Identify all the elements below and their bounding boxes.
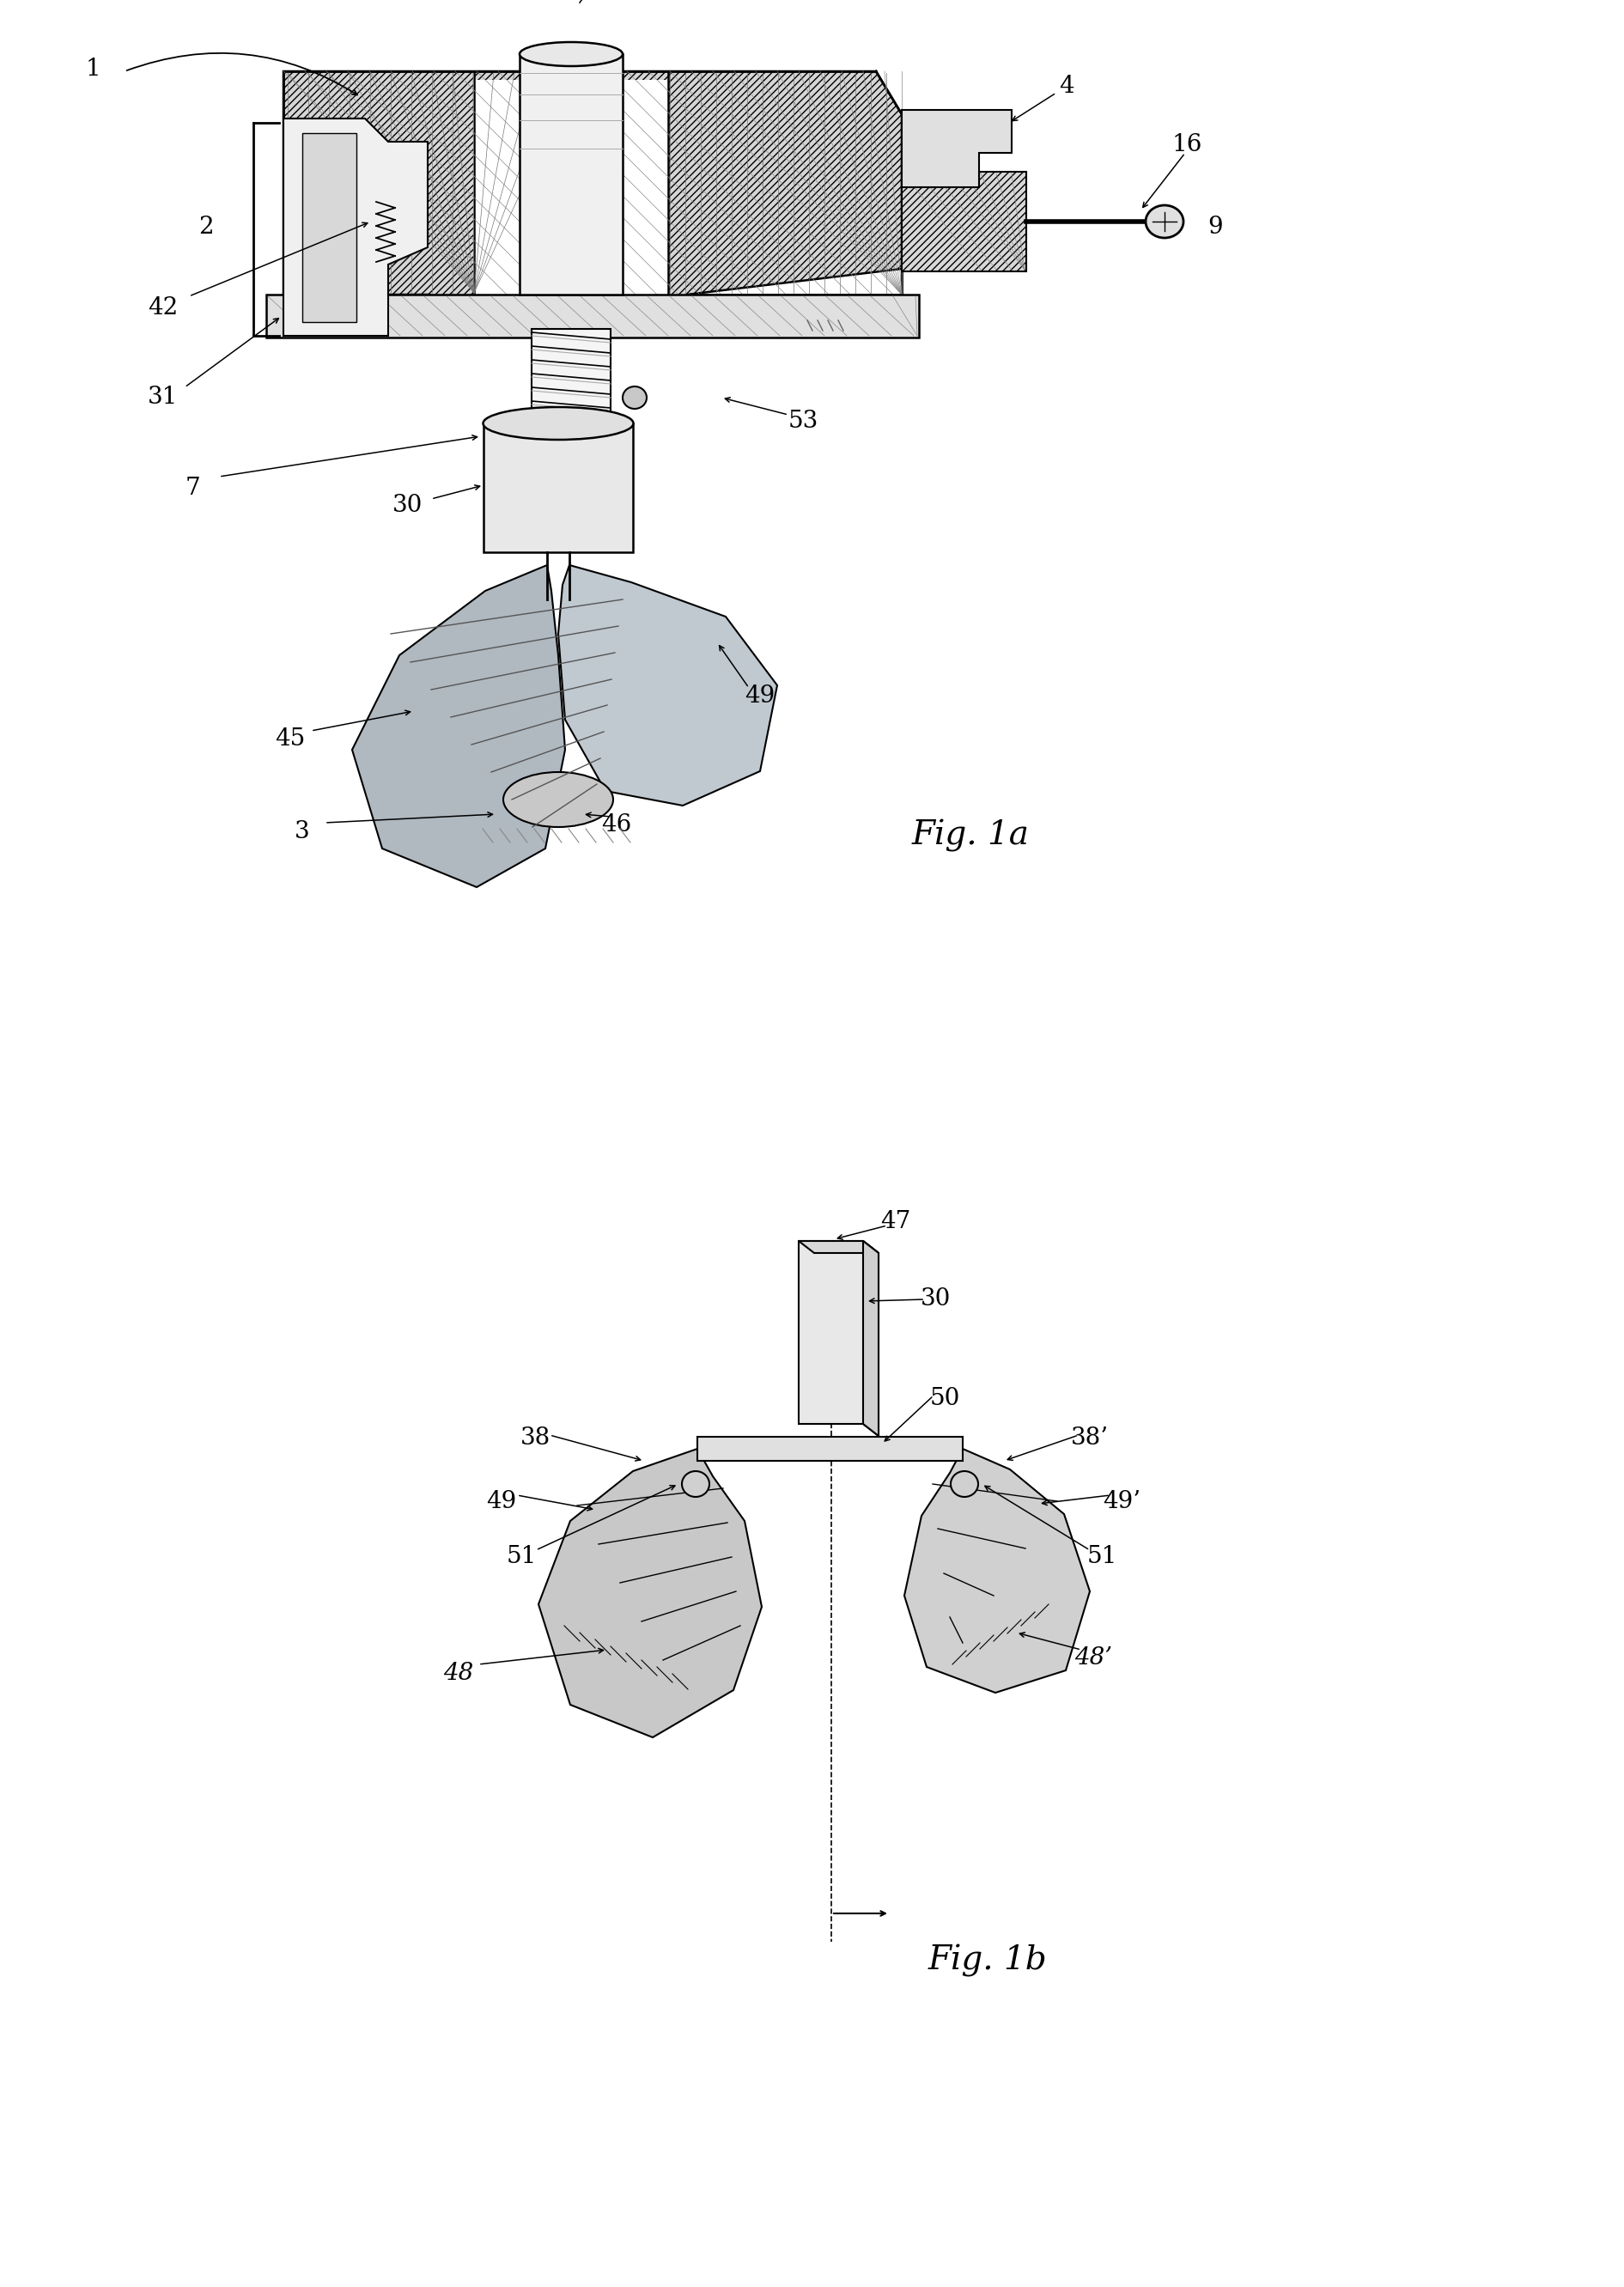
Polygon shape xyxy=(539,1448,762,1738)
Ellipse shape xyxy=(482,407,633,439)
Polygon shape xyxy=(697,1436,963,1461)
Polygon shape xyxy=(799,1242,879,1253)
Ellipse shape xyxy=(622,387,646,409)
Polygon shape xyxy=(352,565,565,887)
Text: 51: 51 xyxy=(507,1546,536,1569)
Text: 53: 53 xyxy=(788,409,818,432)
Polygon shape xyxy=(799,1242,879,1436)
Text: 49’: 49’ xyxy=(1103,1489,1140,1512)
Text: 4: 4 xyxy=(1059,75,1073,98)
Text: 30: 30 xyxy=(393,494,424,517)
Text: 42: 42 xyxy=(148,295,179,320)
Ellipse shape xyxy=(503,773,614,828)
Text: 45: 45 xyxy=(274,727,305,750)
Polygon shape xyxy=(302,133,356,322)
Text: 2: 2 xyxy=(198,215,214,240)
Text: 47: 47 xyxy=(880,1210,911,1233)
Text: 48’: 48’ xyxy=(1075,1647,1112,1670)
Text: 7: 7 xyxy=(185,476,201,499)
Text: 16: 16 xyxy=(1171,133,1202,156)
Text: 51: 51 xyxy=(1086,1546,1117,1569)
Ellipse shape xyxy=(520,41,622,66)
Polygon shape xyxy=(905,1448,1090,1692)
Text: 50: 50 xyxy=(929,1386,960,1409)
Ellipse shape xyxy=(682,1471,710,1498)
Ellipse shape xyxy=(950,1471,978,1498)
Polygon shape xyxy=(474,80,667,318)
Text: 46: 46 xyxy=(601,814,632,837)
Text: 49: 49 xyxy=(745,684,775,709)
Polygon shape xyxy=(484,423,633,551)
Text: 30: 30 xyxy=(921,1288,952,1310)
Polygon shape xyxy=(901,110,1012,188)
Text: 31: 31 xyxy=(148,387,179,409)
Text: 49: 49 xyxy=(487,1489,516,1512)
Polygon shape xyxy=(266,295,919,338)
Polygon shape xyxy=(284,71,901,329)
Text: Fig. 1b: Fig. 1b xyxy=(927,1944,1047,1976)
Text: 9: 9 xyxy=(1208,215,1223,240)
Text: 48: 48 xyxy=(443,1660,474,1686)
Polygon shape xyxy=(531,329,611,423)
Text: 38’: 38’ xyxy=(1070,1427,1109,1450)
Polygon shape xyxy=(284,119,427,336)
Polygon shape xyxy=(559,565,778,805)
Text: 1: 1 xyxy=(84,57,101,80)
Polygon shape xyxy=(901,172,1026,272)
Ellipse shape xyxy=(1145,206,1184,238)
Text: Fig. 1a: Fig. 1a xyxy=(911,819,1030,853)
Text: 38: 38 xyxy=(521,1427,551,1450)
Text: 3: 3 xyxy=(294,819,310,844)
Polygon shape xyxy=(862,1242,879,1436)
Polygon shape xyxy=(520,55,622,295)
